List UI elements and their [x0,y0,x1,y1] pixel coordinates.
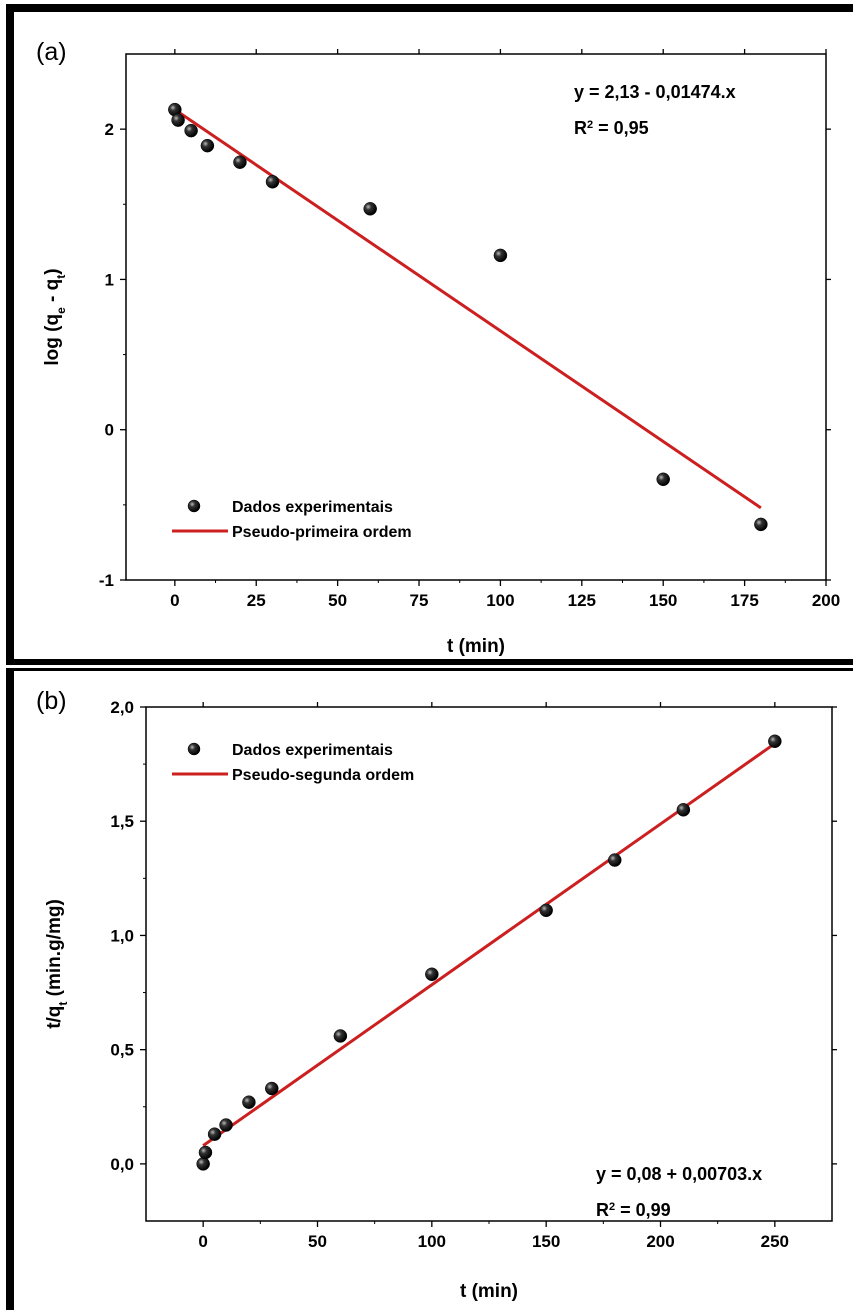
plot-frame-a [125,53,827,581]
x-tick-label-a: 200 [812,591,840,610]
panel-label-a: (a) [36,38,67,66]
data-point-b [768,734,782,749]
x-tick-label-a: 150 [649,591,677,610]
legend-label-points-b: Dados experimentais [232,742,393,759]
data-point-a [184,123,198,138]
plot-frame-b [145,706,833,1222]
r-squared-text-a: R2 = 0,95 [574,118,649,138]
chart-panel-b: (b) 0 50 100 150 200 250 0,0 0,5 1,0 1,5 2,0 t (min… [6,668,853,1310]
panel-label-b: (b) [36,687,67,715]
legend-label-points-a: Dados experimentais [232,499,393,516]
data-point-a [656,472,670,487]
fit-line-a [173,108,762,510]
data-point-b [608,853,622,867]
data-point-a [754,517,768,532]
data-point-b [196,1157,210,1171]
x-tick-label-a: 50 [328,591,347,610]
data-point-b [242,1095,256,1109]
x-tick-label-a: 75 [410,591,429,610]
data-point-b [539,903,553,918]
data-point-b [676,803,691,817]
fit-line-b [202,742,776,1147]
y-tick-label-b: 0,0 [110,1155,134,1174]
x-tick-label-b: 100 [418,1232,446,1251]
y-tick-label-a: -1 [99,571,114,590]
y-tick-label-a: 0 [105,421,114,440]
y-tick-label-b: 0,5 [110,1041,134,1060]
data-point-b [425,967,439,982]
x-tick-label-a: 175 [730,591,758,610]
y-tick-label-a: 2 [105,120,114,139]
y-tick-label-b: 2,0 [110,698,134,717]
x-tick-label-b: 150 [532,1232,560,1251]
x-axis-label-a: t (min) [447,636,505,657]
data-point-a [200,138,215,153]
equation-text-a: y = 2,13 - 0,01474.x [574,82,736,102]
chart-b-svg: (b) 0 50 100 150 200 250 0,0 0,5 1,0 1,5 2,0 t (min… [36,687,837,1302]
x-tick-label-b: 250 [761,1232,789,1251]
chart-panel-a: (a) 0 25 50 75 100 125 150 175 200 -1 0 1 2 t (min) lo… [6,4,853,665]
plot-area-b: 0 50 100 150 200 250 0,0 0,5 1,0 1,5 2,0 t (min) t/q… [44,698,837,1302]
data-point-a [493,248,508,263]
x-tick-label-b: 200 [646,1232,674,1251]
data-point-b [198,1145,213,1160]
legend-marker-points-b [187,742,201,756]
x-tick-label-b: 50 [308,1232,327,1251]
legend-label-line-b: Pseudo-segunda ordem [232,767,414,784]
data-point-a [265,174,280,189]
x-axis-label-b: t (min) [460,1281,518,1302]
equation-text-b: y = 0,08 + 0,00703.x [596,1164,762,1184]
r-squared-text-b: R2 = 0,99 [596,1200,671,1220]
y-tick-label-a: 1 [105,270,114,289]
x-tick-label-a: 125 [568,591,596,610]
y-axis-label-b: t/qt (min.g/mg) [44,899,70,1029]
y-axis-label-a: log (qe - qt) [42,268,68,365]
legend-marker-points-a [187,499,201,513]
data-point-a [171,113,185,127]
data-point-a [233,155,247,169]
chart-a-svg: (a) 0 25 50 75 100 125 150 175 200 -1 0 1 2 t (min) lo… [36,38,840,657]
legend-label-line-a: Pseudo-primeira ordem [232,524,412,541]
data-point-b [333,1029,348,1043]
y-tick-label-b: 1,5 [110,812,134,831]
data-point-b [265,1081,279,1096]
data-point-a [363,202,377,216]
x-tick-label-a: 0 [170,591,179,610]
data-point-b [219,1118,233,1132]
y-tick-label-b: 1,0 [110,926,134,945]
plot-area-a: 0 25 50 75 100 125 150 175 200 -1 0 1 2 t (min) log (q… [42,49,840,657]
data-point-b [207,1127,222,1141]
x-tick-label-a: 25 [247,591,266,610]
x-tick-label-a: 100 [486,591,514,610]
x-tick-label-b: 0 [198,1232,207,1251]
